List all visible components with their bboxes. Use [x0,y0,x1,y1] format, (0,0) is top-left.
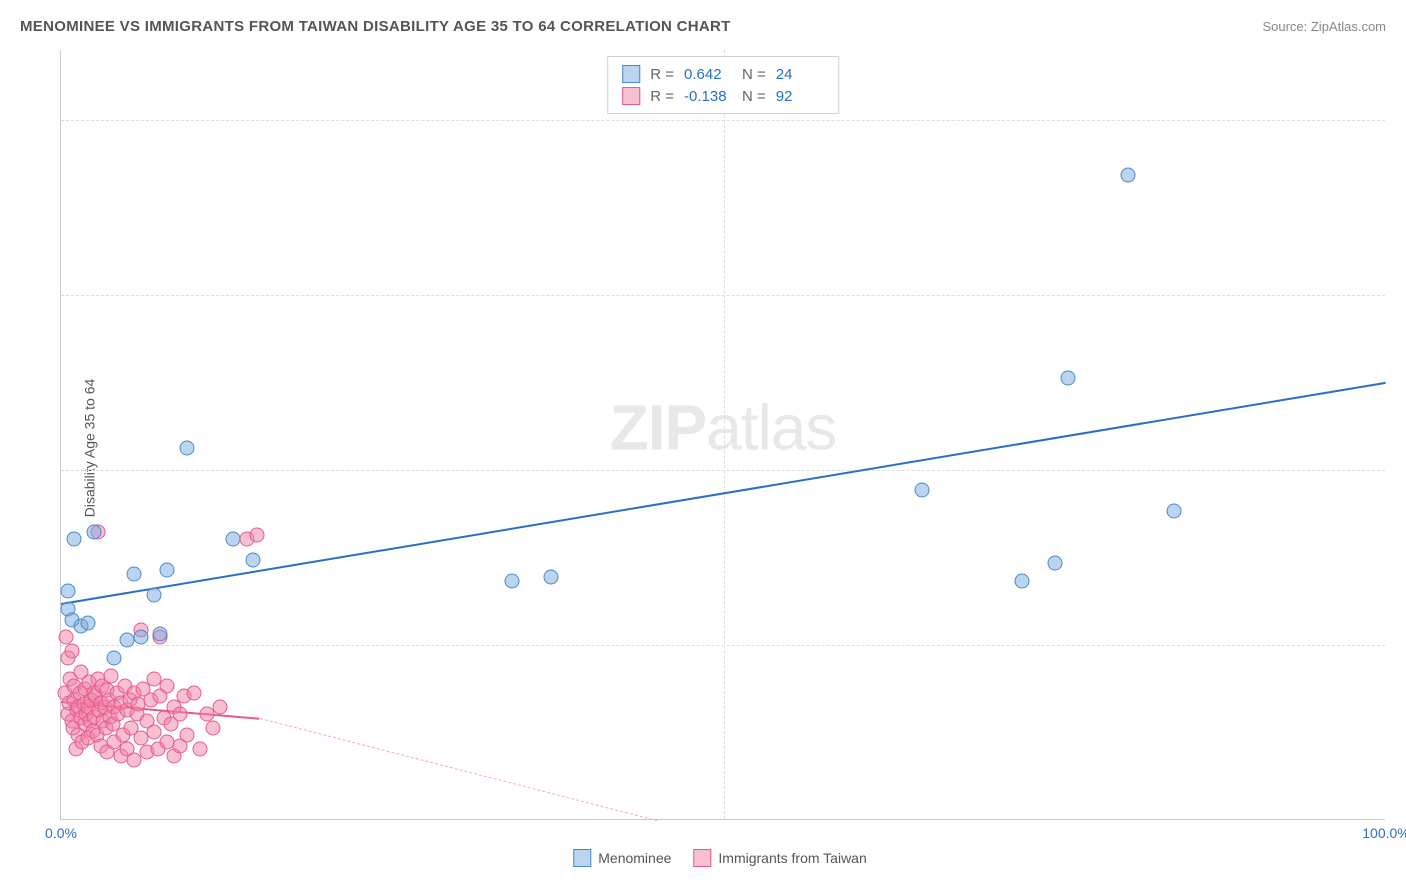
data-point-pink [206,721,221,736]
data-point-pink [160,679,175,694]
n-value: 92 [776,88,824,105]
data-point-pink [64,644,79,659]
n-label: N = [742,66,766,83]
grid-line-v [724,50,725,819]
regression-line [260,718,658,821]
legend-item: Immigrants from Taiwan [693,849,866,867]
y-tick-label: 25.0% [1390,462,1406,478]
data-point-blue [1047,555,1062,570]
data-point-pink [193,742,208,757]
stats-row: R = 0.642 N = 24 [622,63,824,85]
r-label: R = [650,88,674,105]
data-point-blue [160,562,175,577]
plot-area: ZIPatlas R =0.642N =24R =-0.138N =92 12.… [60,50,1385,820]
data-point-blue [1061,371,1076,386]
chart-legend: Menominee Immigrants from Taiwan [573,849,867,867]
data-point-pink [173,707,188,722]
data-point-blue [67,532,82,547]
data-point-blue [246,553,261,568]
stats-box: R = 0.642 N = 24 R = -0.138 N = 92 [607,56,839,114]
chart-source: Source: ZipAtlas.com [1262,19,1386,34]
data-point-blue [87,525,102,540]
x-label-left: 0.0% [45,825,77,841]
r-value: -0.138 [684,88,732,105]
data-point-blue [1120,168,1135,183]
data-point-blue [1167,504,1182,519]
data-point-blue [133,630,148,645]
data-point-blue [126,567,141,582]
data-point-blue [226,532,241,547]
data-point-pink [213,700,228,715]
data-point-pink [146,725,161,740]
series-swatch [622,87,640,105]
y-tick-label: 50.0% [1390,112,1406,128]
series-swatch [622,65,640,83]
n-value: 24 [776,66,824,83]
data-point-blue [80,616,95,631]
data-point-blue [107,651,122,666]
data-point-pink [186,686,201,701]
data-point-blue [153,627,168,642]
x-label-right: 100.0% [1362,825,1406,841]
data-point-blue [60,583,75,598]
data-point-pink [59,630,74,645]
stats-row: R = -0.138 N = 92 [622,85,824,107]
data-point-pink [104,669,119,684]
data-point-blue [504,574,519,589]
legend-item: Menominee [573,849,671,867]
chart-header: MENOMINEE VS IMMIGRANTS FROM TAIWAN DISA… [20,18,1386,35]
y-tick-label: 37.5% [1390,287,1406,303]
chart-title: MENOMINEE VS IMMIGRANTS FROM TAIWAN DISA… [20,18,731,35]
data-point-blue [179,441,194,456]
data-point-pink [179,728,194,743]
chart-area: Disability Age 35 to 64 ZIPatlas R =0.64… [50,50,1390,845]
data-point-blue [1014,574,1029,589]
legend-label: Immigrants from Taiwan [718,850,866,866]
data-point-blue [146,588,161,603]
r-label: R = [650,66,674,83]
n-label: N = [742,88,766,105]
r-value: 0.642 [684,66,732,83]
data-point-blue [915,483,930,498]
data-point-pink [250,527,265,542]
legend-swatch [573,849,591,867]
y-tick-label: 12.5% [1390,637,1406,653]
legend-swatch [693,849,711,867]
data-point-blue [544,569,559,584]
data-point-pink [126,753,141,768]
legend-label: Menominee [598,850,671,866]
